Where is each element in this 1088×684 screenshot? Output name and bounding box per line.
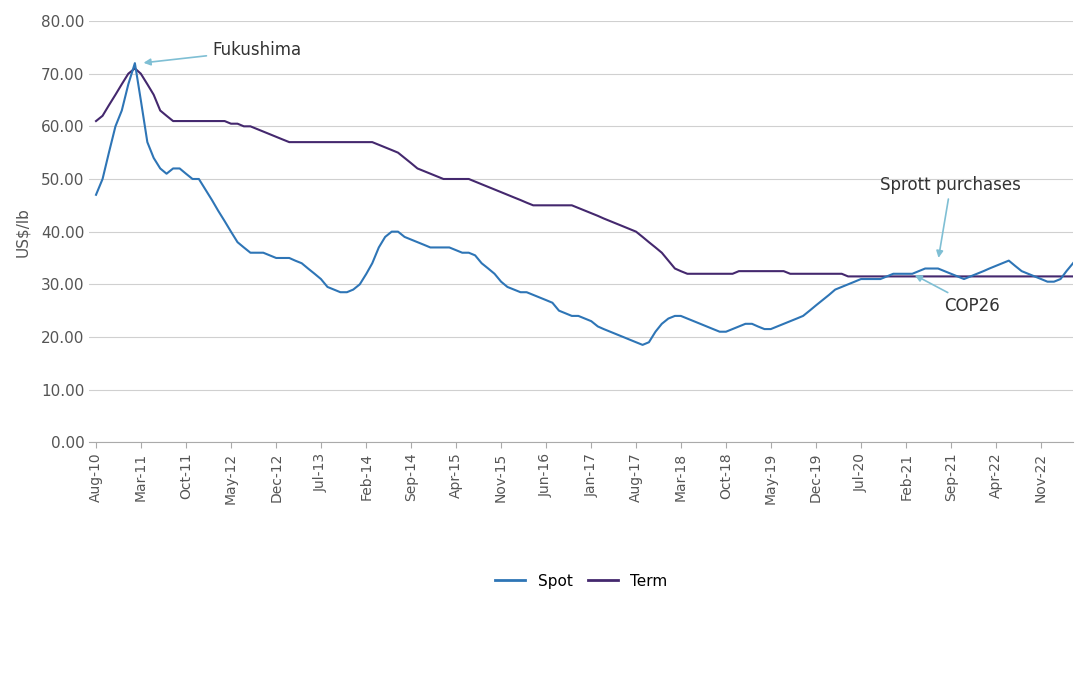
Text: Sprott purchases: Sprott purchases: [880, 176, 1022, 256]
Y-axis label: US$/lb: US$/lb: [15, 207, 30, 256]
Legend: Spot, Term: Spot, Term: [489, 568, 673, 595]
Text: COP26: COP26: [916, 276, 1000, 315]
Text: Fukushima: Fukushima: [146, 41, 301, 65]
